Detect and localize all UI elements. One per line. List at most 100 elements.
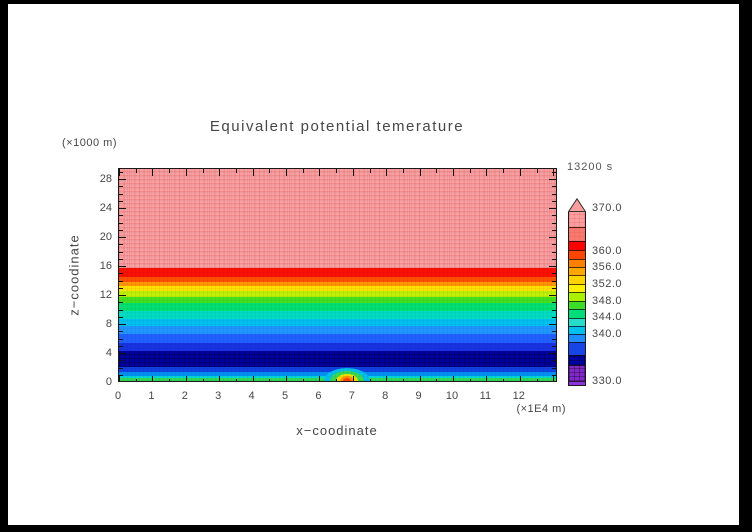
warm-bubble-layer [343,378,351,381]
colorbar-overflow-triangle [568,198,586,212]
x-tick-label: 4 [248,390,255,402]
tick-mark [336,169,337,173]
x-tick-label: 6 [315,390,322,402]
tick-mark [552,252,556,253]
tick-mark [236,169,237,173]
tick-mark [119,310,123,311]
tick-mark [552,310,556,311]
colorbar-segment [569,334,585,342]
tick-mark [552,302,556,303]
plot-title: Equivalent potential temerature [209,118,465,135]
tick-mark [552,331,556,332]
tick-mark [119,281,123,282]
tick-mark [119,266,126,267]
tick-mark [552,201,556,202]
tick-mark [152,376,153,381]
y-tick-label: 24 [99,202,112,214]
colorbar-label: 356.0 [592,261,623,273]
tick-mark [169,379,170,381]
tick-mark [420,169,421,176]
tick-mark [119,353,126,354]
tick-mark [552,375,556,376]
tick-mark [403,379,404,381]
tick-mark [552,244,556,245]
tick-mark [119,215,123,216]
x-tick-label: 8 [382,390,389,402]
tick-mark [552,339,556,340]
tick-mark [520,169,521,176]
tick-mark [136,379,137,381]
tick-mark [552,317,556,318]
tick-mark [552,259,556,260]
tick-mark [303,379,304,381]
field-band [119,169,556,268]
colorbar-segment [569,259,585,267]
field-band [119,282,556,286]
tick-mark [503,169,504,173]
tick-mark [552,360,556,361]
tick-mark [453,376,454,381]
field-band [119,319,556,326]
colorbar-segment [569,275,585,284]
tick-mark [119,288,123,289]
tick-mark [119,346,123,347]
tick-mark [549,353,556,354]
colorbar-segment [569,365,585,381]
tick-mark [537,379,538,381]
y-tick-label: 8 [105,318,112,330]
field-band [119,286,556,291]
tick-mark [286,169,287,176]
field-band [119,277,556,282]
tick-mark [552,346,556,347]
colorbar-label: 344.0 [592,311,623,323]
x-tick-label: 12 [512,390,525,402]
tick-mark [119,194,123,195]
tick-mark [119,295,126,296]
tick-mark [370,379,371,381]
field-band [119,291,556,297]
tick-mark [486,376,487,381]
tick-mark [552,186,556,187]
tick-mark [253,169,254,176]
tick-mark [303,169,304,173]
field-band [119,268,556,277]
tick-mark [549,237,556,238]
colorbar-label: 352.0 [592,278,623,290]
colorbar-segment [569,342,585,355]
tick-mark [119,223,123,224]
x-tick-label: 10 [445,390,459,402]
tick-mark [319,169,320,176]
colorbar-label: 360.0 [592,245,623,257]
tick-mark [336,379,337,381]
colorbar-segment [569,292,585,301]
tick-mark [386,376,387,381]
tick-mark [119,252,123,253]
tick-mark [436,169,437,173]
y-tick-label: 0 [105,376,112,388]
colorbar-segment [569,267,585,275]
tick-mark [503,379,504,381]
tick-mark [119,172,123,173]
colorbar-segment [569,250,585,259]
colorbar-segment [569,318,585,326]
field-band [119,303,556,311]
tick-mark [553,376,554,381]
tick-mark [549,324,556,325]
tick-mark [470,379,471,381]
tick-mark [470,169,471,173]
y-tick-label: 28 [99,173,112,185]
tick-mark [119,179,126,180]
plot-area [118,168,557,382]
field-band [119,311,556,319]
tick-mark [436,379,437,381]
colorbar-label: 348.0 [592,295,623,307]
colorbar-label: 340.0 [592,328,623,340]
y-tick-label: 20 [99,231,112,243]
tick-mark [119,230,123,231]
x-tick-label: 2 [181,390,188,402]
colorbar-segment [569,355,585,365]
time-label: 13200 s [567,161,614,173]
tick-mark [537,169,538,173]
x-axis-label: x−coodinate [296,423,378,438]
tick-mark [269,379,270,381]
